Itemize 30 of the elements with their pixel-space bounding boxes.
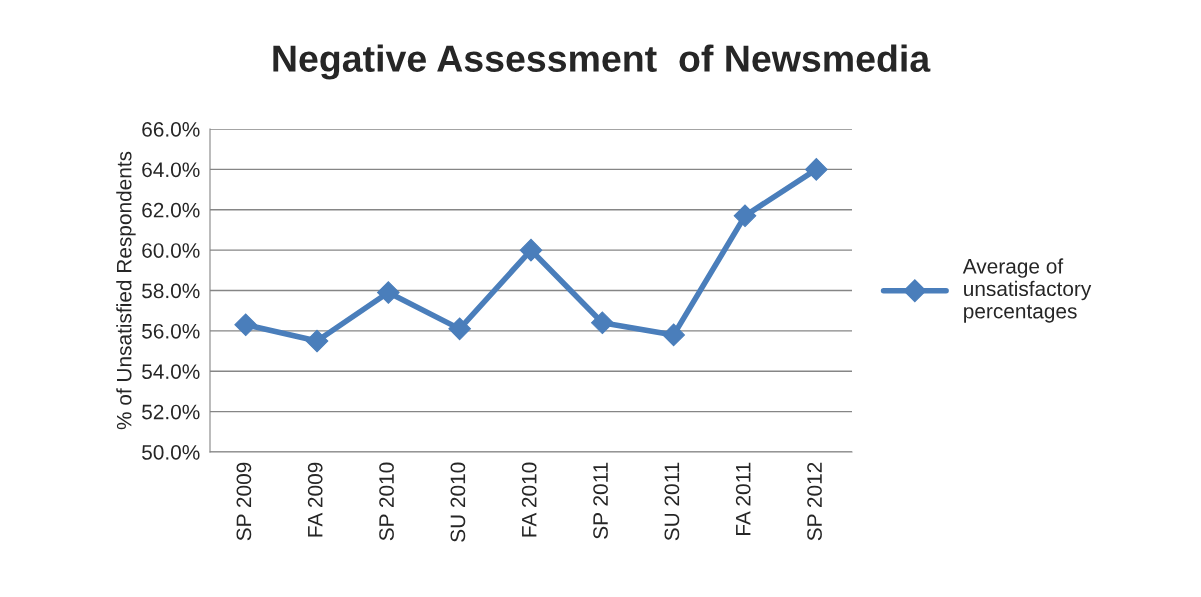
y-tick-label: 62.0% [142,202,200,218]
y-tick-label: 66.0% [142,122,200,137]
y-tick-label: 54.0% [142,364,200,379]
x-tick-label: SP 2011 [593,462,608,539]
point [377,281,400,304]
x-tick-label: FA 2009 [307,462,323,537]
x-tick-label: SP 2010 [379,462,394,541]
x-tick-label: SP 2012 [807,462,822,541]
y-axis-title: % of Unsatisfied Respondents [116,151,136,430]
point [234,313,257,337]
y-tick-label: 64.0% [142,162,200,178]
point [733,204,757,228]
x-tick-label: SU 2010 [450,462,466,542]
y-tick-label: 56.0% [142,323,200,339]
x-tick-label: SU 2011 [664,462,680,541]
point [448,317,471,341]
point [305,329,329,353]
legend-label: Average of unsatisfactory percentages [962,258,1092,323]
point [662,323,685,347]
x-tick-label: FA 2010 [521,462,537,537]
y-tick-label: 60.0% [142,243,200,258]
point [519,238,543,262]
y-tick-label: 58.0% [142,283,200,299]
y-tick-label: 52.0% [142,404,200,420]
point [591,311,614,335]
x-tick-label: FA 2011 [735,462,751,535]
chart-title: Negative Assessment of Newsmedia [273,44,931,80]
x-tick-label: SP 2009 [236,462,252,541]
y-tick-label: 50.0% [142,445,200,460]
point [805,158,828,181]
